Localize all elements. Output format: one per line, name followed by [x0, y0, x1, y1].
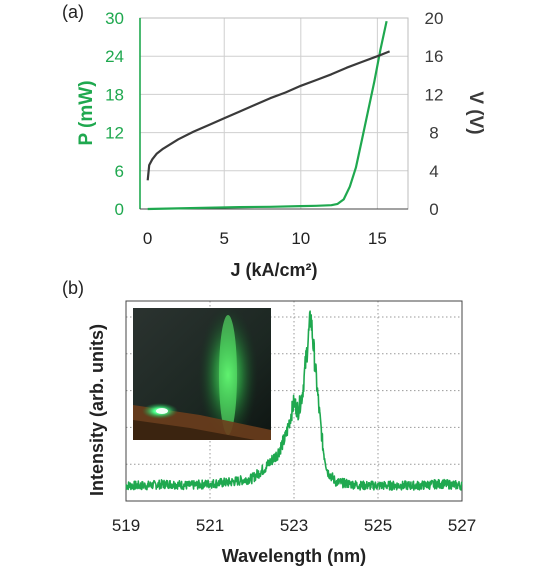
x-tick-label: 521	[196, 516, 224, 535]
spectrum-curve	[125, 310, 463, 491]
y-right-tick-label: 8	[429, 124, 438, 143]
x-tick-label: 525	[364, 516, 392, 535]
y-left-tick-label: 0	[115, 200, 124, 219]
panel-b-ticks: 519 521 523 525 527	[112, 516, 476, 535]
panel-a-label: (a)	[62, 2, 84, 22]
panel-a-ylabel-right: V (V)	[465, 91, 486, 134]
y-left-tick-label: 18	[105, 85, 124, 104]
x-tick-label: 519	[112, 516, 140, 535]
power-curve	[147, 20, 388, 211]
x-tick-label: 15	[368, 229, 387, 248]
x-tick-label: 523	[280, 516, 308, 535]
panel-a-grid	[140, 17, 408, 209]
y-right-tick-label: 4	[429, 162, 438, 181]
panel-a-ticks: 0 5 10 15 0 6 12 18 24 30 0 4 8 12 16 20	[105, 9, 443, 248]
panel-b-series	[125, 310, 463, 491]
y-left-tick-label: 24	[105, 47, 124, 66]
panel-b-frame	[125, 300, 463, 502]
x-tick-label: 527	[448, 516, 476, 535]
voltage-curve	[146, 50, 391, 181]
y-right-tick-label: 20	[425, 9, 444, 28]
y-right-tick-label: 12	[425, 85, 444, 104]
panel-a-series	[146, 20, 391, 211]
y-left-tick-label: 30	[105, 9, 124, 28]
y-left-tick-label: 6	[115, 162, 124, 181]
y-left-tick-label: 12	[105, 124, 124, 143]
x-tick-label: 10	[291, 229, 310, 248]
panel-b-xlabel: Wavelength (nm)	[222, 546, 366, 566]
y-right-tick-label: 0	[429, 200, 438, 219]
panel-b-ylabel: Intensity (arb. units)	[87, 324, 107, 496]
y-right-tick-label: 16	[425, 47, 444, 66]
inset-photo	[133, 308, 271, 440]
panel-a-xlabel: J (kA/cm²)	[230, 260, 317, 280]
x-tick-label: 0	[143, 229, 152, 248]
x-tick-label: 5	[219, 229, 228, 248]
panel-a-ylabel-left: P (mW)	[76, 80, 97, 145]
panel-b-label: (b)	[62, 278, 84, 298]
